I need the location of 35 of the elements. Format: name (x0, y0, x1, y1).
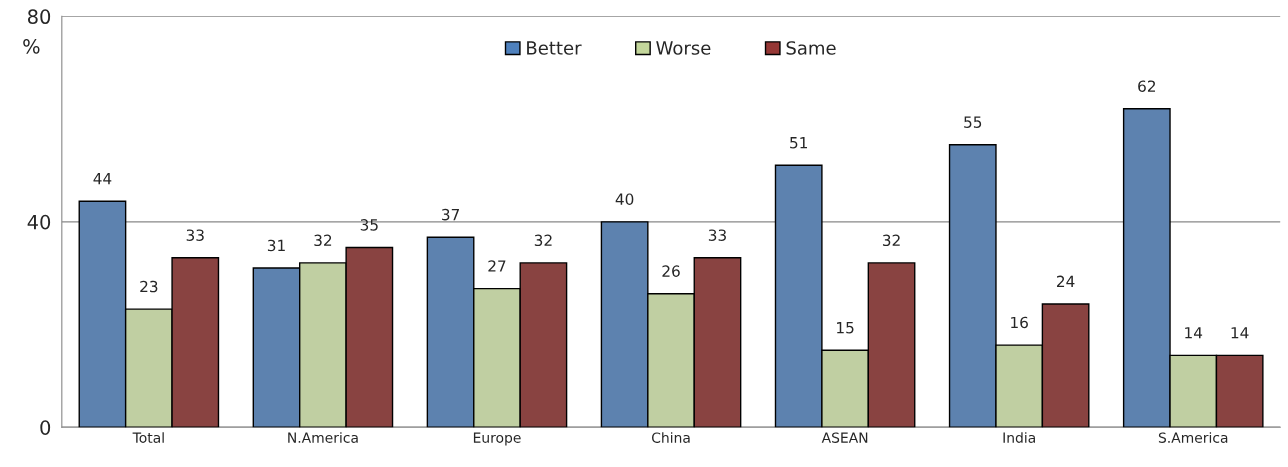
data-label: 32 (314, 234, 332, 247)
x-tick-label: S.America (1158, 432, 1228, 443)
data-label: 23 (140, 280, 158, 293)
legend-label: Same (786, 41, 836, 55)
data-label: 14 (1185, 327, 1203, 339)
data-label: 26 (662, 265, 680, 277)
data-label: 33 (708, 229, 726, 241)
data-label: 31 (267, 239, 285, 252)
data-label: 14 (1231, 327, 1249, 339)
data-label: 16 (1011, 316, 1028, 329)
data-label: 62 (1138, 80, 1156, 92)
data-label: 37 (442, 208, 459, 221)
x-tick-label: Total (132, 432, 164, 443)
y-tick-label: 40 (27, 214, 51, 230)
data-label: 24 (1056, 275, 1075, 287)
x-tick-label: ASEAN (821, 432, 868, 443)
y-tick-label: 0 (40, 420, 51, 435)
data-label: 55 (964, 116, 982, 128)
legend-label: Worse (656, 41, 711, 55)
legend-label: Better (527, 41, 582, 55)
x-tick-label: India (1003, 432, 1035, 443)
data-label: 33 (186, 229, 204, 241)
data-label: 51 (790, 137, 807, 149)
data-label: 32 (882, 234, 900, 247)
y-tick-label: 80 (27, 9, 51, 25)
data-label: 27 (488, 260, 506, 272)
data-label: 32 (534, 234, 552, 247)
y-axis-title: % (23, 38, 40, 54)
data-label: 44 (93, 173, 112, 185)
x-tick-label: Europe (473, 432, 521, 446)
x-tick-label: N.America (288, 432, 358, 443)
data-label: 15 (837, 322, 854, 334)
data-label: 35 (360, 219, 378, 231)
x-tick-label: China (651, 432, 690, 443)
data-label: 40 (615, 193, 634, 205)
